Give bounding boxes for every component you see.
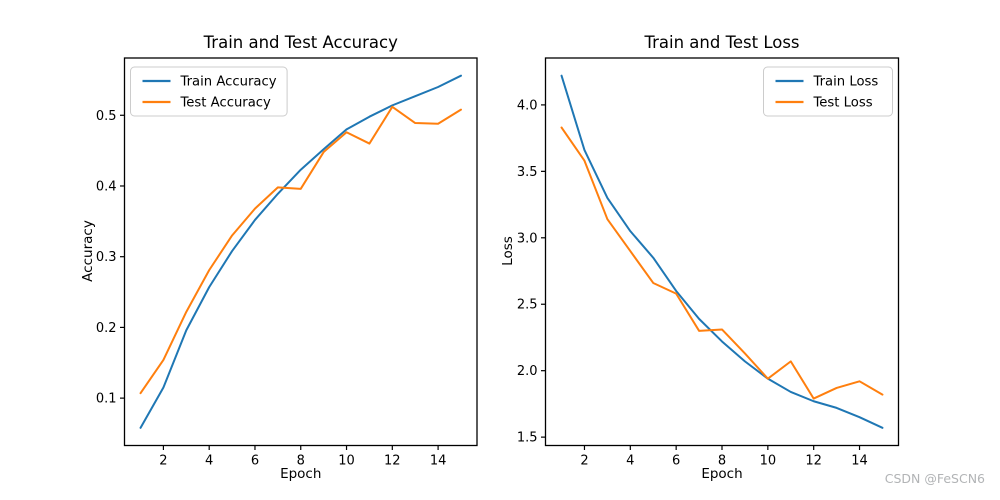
loss-y-tick-label: 4.0	[517, 98, 538, 113]
accuracy-x-tick-label: 10	[338, 454, 355, 469]
test-accuracy-line	[139, 105, 462, 395]
loss-chart-title: Train and Test Loss	[644, 33, 800, 52]
loss-x-tick-label: 6	[672, 454, 680, 469]
accuracy-x-tick-label: 4	[205, 454, 213, 469]
accuracy-y-tick-label: 0.5	[96, 109, 117, 124]
loss-x-tick-label: 14	[851, 454, 868, 469]
accuracy-legend-label: Test Accuracy	[180, 96, 272, 111]
accuracy-x-tick-label: 14	[430, 454, 447, 469]
watermark-text: CSDN @FeSCN6	[884, 471, 985, 486]
loss-y-tick-label: 1.5	[517, 431, 538, 446]
loss-x-tick-label: 8	[718, 454, 726, 469]
loss-y-tick-label: 3.5	[517, 165, 538, 180]
loss-y-tick-label: 2.0	[517, 364, 538, 379]
accuracy-y-axis-label: Accuracy	[80, 220, 96, 282]
accuracy-y-tick-label: 0.1	[96, 392, 117, 407]
test-loss-line	[560, 126, 884, 400]
accuracy-chart-title: Train and Test Accuracy	[203, 33, 398, 52]
loss-y-tick-label: 3.0	[517, 231, 538, 246]
loss-x-tick-label: 10	[760, 454, 777, 469]
loss-x-axis-label: Epoch	[701, 466, 743, 482]
accuracy-legend-box	[130, 66, 288, 117]
accuracy-x-axis-label: Epoch	[280, 466, 322, 482]
loss-y-tick-label: 2.5	[517, 298, 538, 313]
loss-x-tick-label: 4	[626, 454, 634, 469]
accuracy-y-tick-label: 0.3	[96, 250, 117, 265]
loss-legend-box	[763, 66, 893, 117]
accuracy-x-tick-label: 12	[384, 454, 401, 469]
accuracy-y-tick-label: 0.2	[96, 321, 117, 336]
train-loss-line	[560, 74, 884, 429]
accuracy-x-tick-label: 2	[159, 454, 167, 469]
accuracy-x-tick-label: 6	[251, 454, 259, 469]
accuracy-y-tick-label: 0.4	[96, 179, 117, 194]
loss-y-axis-label: Loss	[500, 236, 516, 266]
accuracy-legend-label: Train Accuracy	[180, 75, 277, 90]
loss-x-tick-label: 12	[805, 454, 822, 469]
loss-x-tick-label: 2	[580, 454, 588, 469]
loss-legend-label: Test Loss	[813, 96, 873, 111]
train-accuracy-line	[139, 74, 462, 429]
loss-legend-label: Train Loss	[813, 75, 879, 90]
accuracy-x-tick-label: 8	[297, 454, 305, 469]
